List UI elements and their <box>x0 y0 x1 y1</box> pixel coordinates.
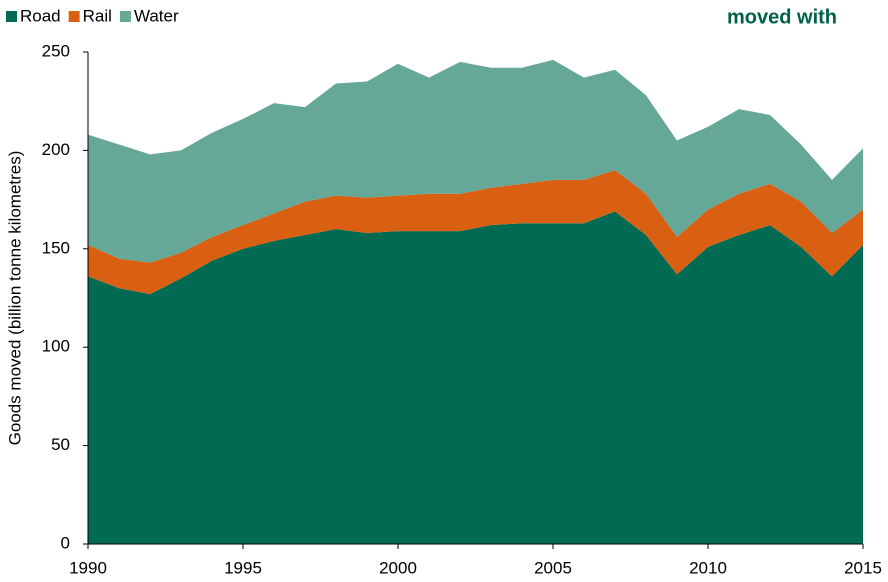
y-tick-label: 200 <box>42 140 70 159</box>
area-road <box>88 211 863 544</box>
y-tick-label: 50 <box>51 435 70 454</box>
x-tick-label: 2015 <box>844 558 882 577</box>
y-axis-label: Goods moved (billion tonne kilometres) <box>5 151 24 446</box>
legend-swatch <box>119 11 131 22</box>
x-tick-label: 2005 <box>534 558 572 577</box>
y-tick-label: 0 <box>61 533 70 552</box>
legend-swatch <box>68 11 80 22</box>
y-tick-label: 150 <box>42 238 70 257</box>
x-tick-label: 2000 <box>379 558 417 577</box>
legend-swatch <box>6 11 17 22</box>
legend-label: Road <box>20 6 61 25</box>
y-tick-label: 100 <box>42 337 70 356</box>
area-water <box>88 59 863 263</box>
chart-title: moved with <box>727 6 837 28</box>
y-tick-label: 250 <box>42 41 70 60</box>
x-tick-label: 1995 <box>224 558 262 577</box>
area-rail <box>88 170 863 295</box>
x-tick-label: 2010 <box>689 558 727 577</box>
x-tick-label: 1990 <box>69 558 107 577</box>
legend-label: Water <box>134 6 179 25</box>
legend-label: Rail <box>83 6 112 25</box>
